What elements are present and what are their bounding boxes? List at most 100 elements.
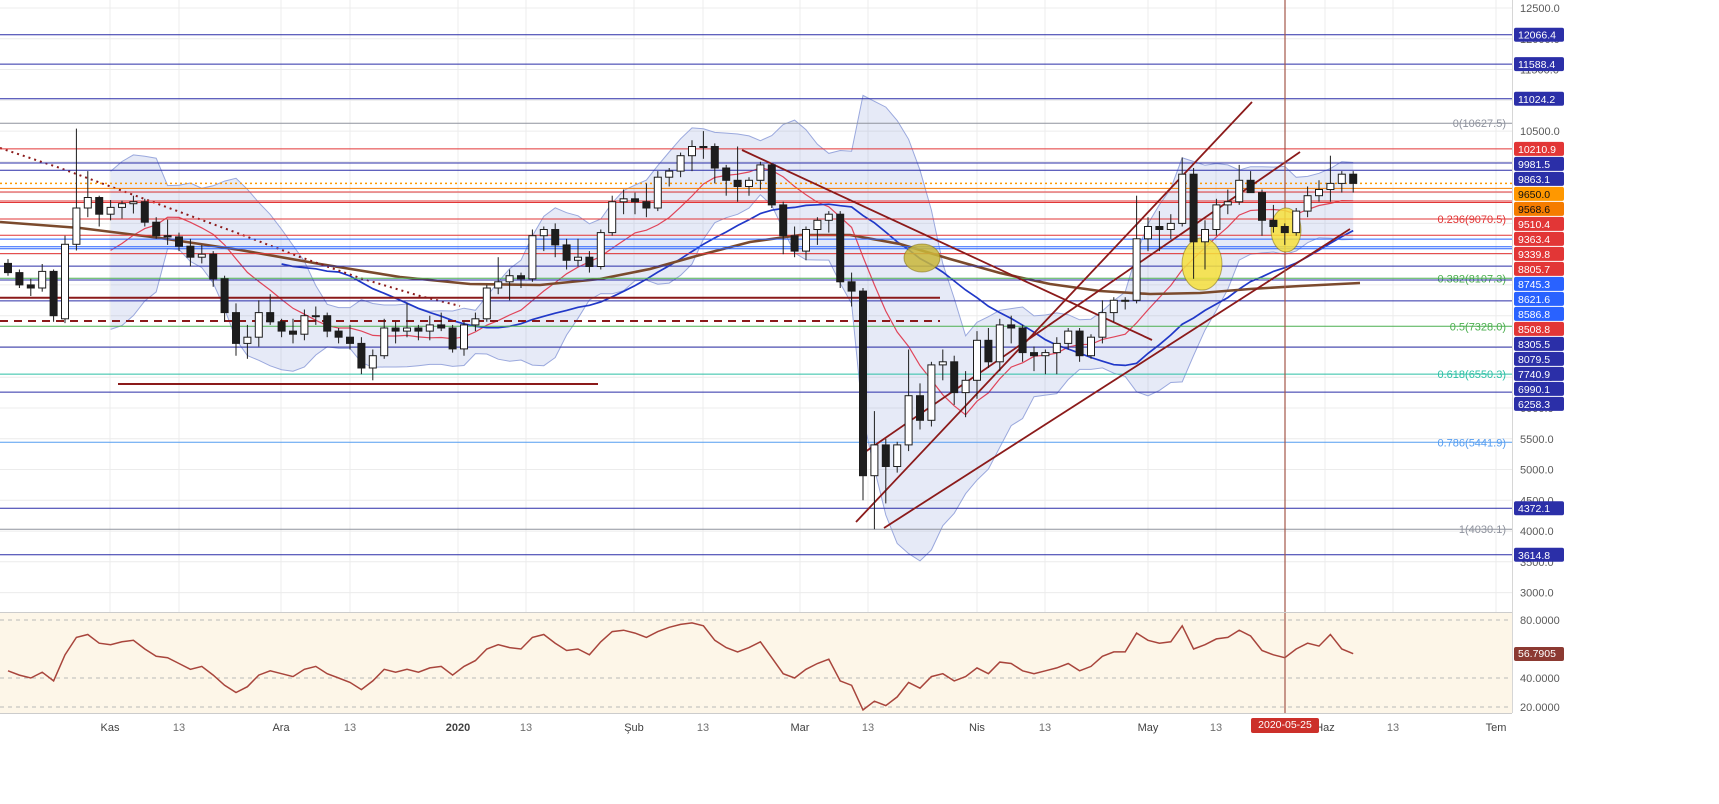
price-level-badge-text: 9568.6 bbox=[1518, 204, 1550, 216]
candle-body bbox=[756, 164, 765, 181]
time-tick-label: Nis bbox=[969, 722, 985, 734]
ma-dotted-line[interactable] bbox=[0, 147, 461, 307]
rsi-tick-label: 80.0000 bbox=[1520, 615, 1560, 627]
price-level-badge[interactable] bbox=[1514, 171, 1564, 186]
candle-body bbox=[49, 270, 58, 317]
trend-line[interactable] bbox=[741, 149, 1153, 341]
price-level-badge-text: 8745.3 bbox=[1518, 279, 1550, 291]
rsi-pane[interactable] bbox=[0, 613, 1512, 713]
candle-body bbox=[1144, 226, 1152, 240]
bollinger-lower-line[interactable] bbox=[110, 193, 1354, 562]
price-level-badge-text: 4372.1 bbox=[1518, 503, 1550, 515]
candle-body bbox=[1303, 195, 1312, 212]
price-level-badge-text: 8805.7 bbox=[1518, 264, 1550, 276]
highlight-ellipse[interactable] bbox=[1181, 237, 1223, 291]
candle-body bbox=[1269, 219, 1278, 228]
candle-body bbox=[243, 336, 252, 344]
candle-body bbox=[4, 262, 12, 274]
price-level-badge[interactable] bbox=[1514, 366, 1564, 381]
candle-body bbox=[631, 198, 639, 203]
marked-date-badge[interactable]: 2020-05-25 bbox=[1251, 718, 1319, 733]
candle-body bbox=[745, 179, 753, 188]
candle-body bbox=[1246, 179, 1255, 194]
price-level-badge[interactable] bbox=[1514, 186, 1564, 201]
highlight-ellipse[interactable] bbox=[903, 243, 941, 273]
sma-blue-line[interactable] bbox=[281, 203, 1354, 367]
candle-body bbox=[254, 312, 263, 338]
price-level-badge[interactable] bbox=[1514, 381, 1564, 396]
candle-body bbox=[266, 312, 275, 323]
price-level-badge-text: 12066.4 bbox=[1518, 30, 1556, 42]
candle-body bbox=[904, 395, 913, 446]
candle-body bbox=[950, 361, 959, 394]
candle-body bbox=[152, 221, 161, 237]
price-level-badge[interactable] bbox=[1514, 351, 1564, 366]
price-level-badge[interactable] bbox=[1514, 547, 1564, 562]
price-level-badge[interactable] bbox=[1514, 336, 1564, 351]
price-level-badge-text: 9981.5 bbox=[1518, 159, 1550, 171]
candle-body bbox=[72, 207, 81, 245]
bollinger-basis-line[interactable] bbox=[110, 167, 1354, 416]
candle-body bbox=[688, 146, 696, 157]
candle-body bbox=[1178, 173, 1187, 224]
price-level-badge-text: 10210.9 bbox=[1518, 144, 1556, 156]
rsi-line[interactable] bbox=[7, 622, 1354, 712]
price-level-badge-text: 9363.4 bbox=[1518, 234, 1550, 246]
price-level-badge[interactable] bbox=[1514, 246, 1564, 261]
price-level-badge[interactable] bbox=[1514, 276, 1564, 291]
price-level-badge[interactable] bbox=[1514, 156, 1564, 171]
candle-body bbox=[733, 179, 742, 188]
trend-line[interactable] bbox=[855, 101, 1253, 523]
trend-line[interactable] bbox=[883, 228, 1351, 529]
candle-body bbox=[1201, 229, 1209, 243]
candle-body bbox=[1223, 201, 1232, 206]
price-level-badge[interactable] bbox=[1514, 306, 1564, 321]
candle-body bbox=[562, 244, 571, 261]
candle-body bbox=[722, 167, 731, 181]
candle-body bbox=[1337, 173, 1346, 184]
candle-body bbox=[1121, 299, 1130, 302]
rsi-pane-bg bbox=[0, 613, 1512, 713]
candle-body bbox=[460, 324, 468, 350]
price-level-badge[interactable] bbox=[1514, 216, 1564, 231]
price-level-badge[interactable] bbox=[1514, 291, 1564, 306]
price-level-badge[interactable] bbox=[1514, 231, 1564, 246]
time-tick-label: 13 bbox=[344, 722, 356, 734]
time-tick-label: 2020 bbox=[446, 722, 470, 734]
candle-body bbox=[528, 235, 537, 280]
price-level-badge-text: 11588.4 bbox=[1518, 59, 1555, 71]
price-level-badge-text: 9339.8 bbox=[1518, 249, 1550, 261]
price-level-badge[interactable] bbox=[1514, 396, 1564, 411]
price-level-badge[interactable] bbox=[1514, 27, 1564, 42]
candle-body bbox=[1007, 324, 1016, 329]
candle-body bbox=[710, 146, 719, 169]
candle-body bbox=[1155, 226, 1164, 230]
price-tick-label: 12500.0 bbox=[1520, 3, 1560, 15]
price-level-badge[interactable] bbox=[1514, 201, 1564, 216]
candle-body bbox=[140, 201, 149, 223]
candle-body bbox=[653, 176, 662, 209]
price-level-badge[interactable] bbox=[1514, 261, 1564, 276]
candle-body bbox=[311, 315, 320, 318]
price-level-badge-text: 8586.8 bbox=[1518, 309, 1550, 321]
candle-body bbox=[357, 342, 366, 369]
price-tick-label: 4000.0 bbox=[1520, 526, 1554, 538]
fib-label: 1(4030.1) bbox=[1459, 524, 1506, 536]
candle-body bbox=[1292, 210, 1301, 234]
price-level-badge[interactable] bbox=[1514, 57, 1564, 72]
price-level-badge[interactable] bbox=[1514, 321, 1564, 336]
candle-body bbox=[1258, 192, 1266, 221]
candle-body bbox=[1030, 352, 1038, 357]
main-price-pane[interactable]: 0(10627.5) 0.236(9070.5) 0.382(8107.3) 0.5(… bbox=[0, 0, 1512, 612]
candle-body bbox=[574, 256, 582, 261]
candle-body bbox=[368, 355, 377, 369]
price-level-badge[interactable] bbox=[1514, 501, 1564, 516]
candle-body bbox=[448, 327, 457, 350]
ma-brown-line[interactable] bbox=[0, 220, 1361, 296]
price-level-badge[interactable] bbox=[1514, 91, 1564, 106]
price-level-badge[interactable] bbox=[1514, 141, 1564, 156]
candle-body bbox=[608, 201, 617, 234]
time-tick-label: 13 bbox=[520, 722, 532, 734]
